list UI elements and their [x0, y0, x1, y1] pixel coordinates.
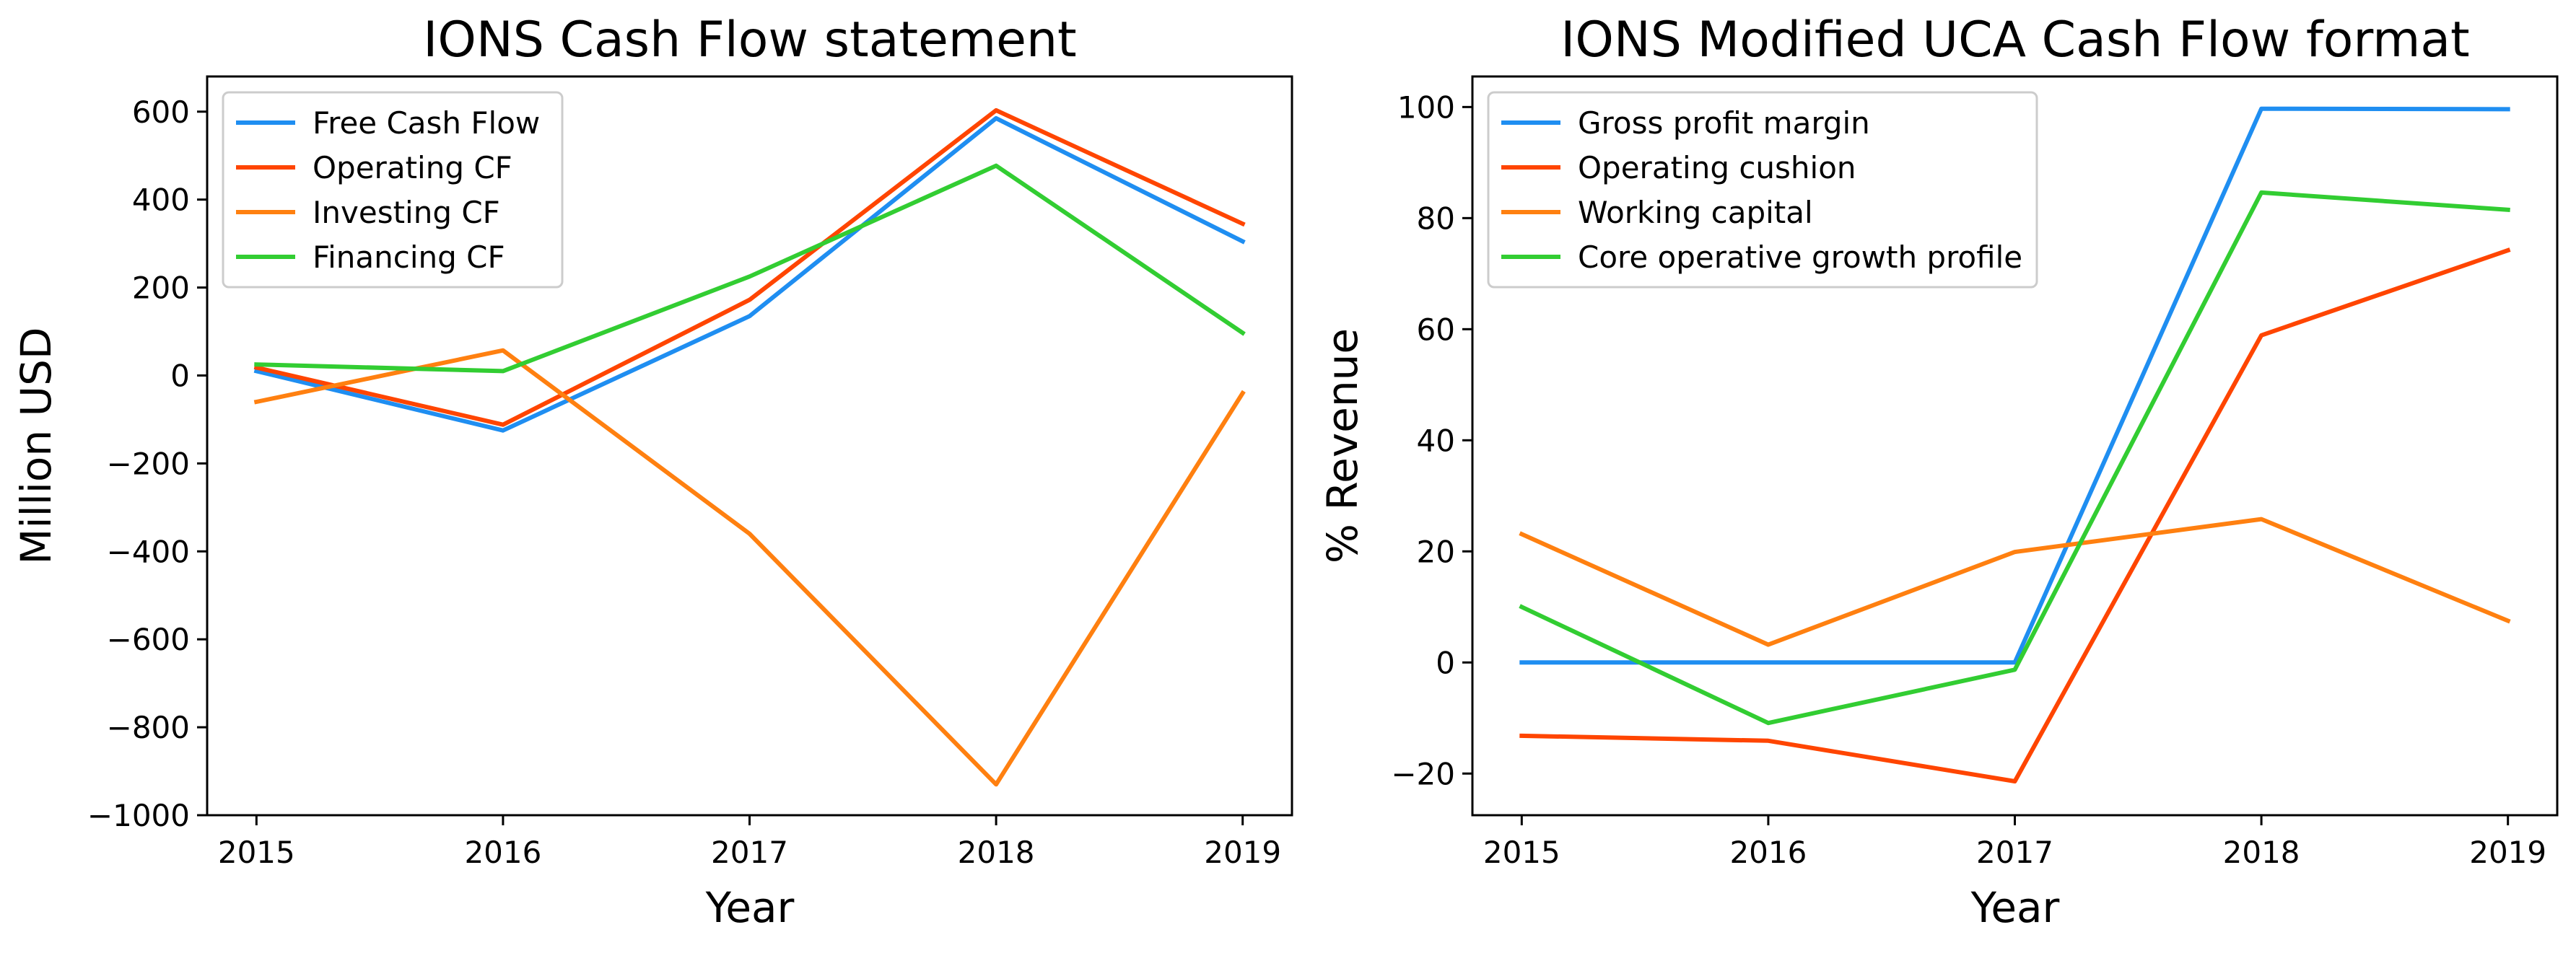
legend: Gross profit margin Operating cushion Work… — [1487, 91, 2038, 289]
y-tick-label: −200 — [107, 446, 190, 481]
legend-label: Core operative growth profile — [1578, 240, 2022, 275]
legend-label: Gross profit margin — [1578, 105, 1870, 141]
series-line — [253, 107, 1246, 427]
y-tick-label: −600 — [107, 622, 190, 657]
series-line — [1519, 106, 2510, 665]
series-line — [1519, 517, 2511, 647]
y-tick-label: 40 — [1417, 423, 1455, 458]
x-tick-label: 2017 — [711, 835, 788, 870]
x-tick-label: 2016 — [1729, 835, 1807, 870]
y-tick-label: −1000 — [87, 798, 190, 833]
plot-area: −1000 −800 −600 −400 −200 0 200 400 600 2015 2016 2… — [87, 75, 1293, 870]
y-tick-label: −400 — [107, 534, 190, 569]
x-axis-label: Year — [1970, 883, 2060, 932]
y-tick-label: 100 — [1397, 89, 1455, 125]
series-line — [254, 163, 1246, 374]
y-tick-label: 0 — [170, 358, 190, 393]
y-tick-label: 0 — [1436, 645, 1455, 680]
x-tick-label: 2018 — [958, 835, 1035, 870]
chart-cash-flow-statement: IONS Cash Flow statement Year Million US… — [12, 12, 1293, 932]
legend-label: Operating cushion — [1578, 150, 1856, 185]
series-line — [1519, 190, 2510, 726]
x-tick-label: 2019 — [2469, 835, 2546, 870]
x-tick-label: 2015 — [218, 835, 295, 870]
y-tick-label: 20 — [1417, 534, 1455, 569]
x-tick-label: 2016 — [464, 835, 541, 870]
y-tick-label: 600 — [132, 95, 190, 130]
plot-area: −20 0 20 40 60 80 100 2015 2016 2017 2018 2019 Gross… — [1391, 75, 2559, 870]
legend-label: Operating CF — [313, 150, 512, 185]
y-axis-label: Million USD — [12, 327, 61, 564]
y-tick-label: 80 — [1417, 201, 1455, 236]
legend: Free Cash Flow Operating CF Investing CF Fi… — [222, 91, 564, 289]
chart-title: IONS Modified UCA Cash Flow format — [1560, 12, 2469, 69]
y-tick-label: 200 — [132, 271, 190, 306]
y-tick-label: 60 — [1417, 312, 1455, 347]
legend-label: Investing CF — [313, 195, 500, 230]
chart-modified-uca-cash-flow: IONS Modified UCA Cash Flow format Year … — [1318, 12, 2559, 932]
legend-box — [222, 91, 564, 289]
plot-frame — [1471, 75, 2559, 817]
legend-label: Financing CF — [313, 240, 505, 275]
x-tick-label: 2017 — [1976, 835, 2053, 870]
legend-box — [1487, 91, 2038, 289]
series-line — [253, 115, 1246, 433]
legend-label: Free Cash Flow — [313, 105, 540, 141]
plot-frame — [206, 75, 1293, 817]
y-tick-label: 400 — [132, 183, 190, 218]
x-tick-label: 2018 — [2223, 835, 2300, 870]
series-line — [253, 348, 1246, 787]
chart-title: IONS Cash Flow statement — [423, 12, 1076, 69]
y-tick-label: −20 — [1391, 756, 1455, 791]
legend-label: Working capital — [1578, 195, 1813, 230]
series-line — [1519, 247, 2511, 783]
x-tick-label: 2015 — [1483, 835, 1560, 870]
x-tick-label: 2019 — [1204, 835, 1281, 870]
y-axis-label: % Revenue — [1318, 328, 1367, 563]
y-tick-label: −800 — [107, 710, 190, 745]
x-axis-label: Year — [705, 883, 795, 932]
